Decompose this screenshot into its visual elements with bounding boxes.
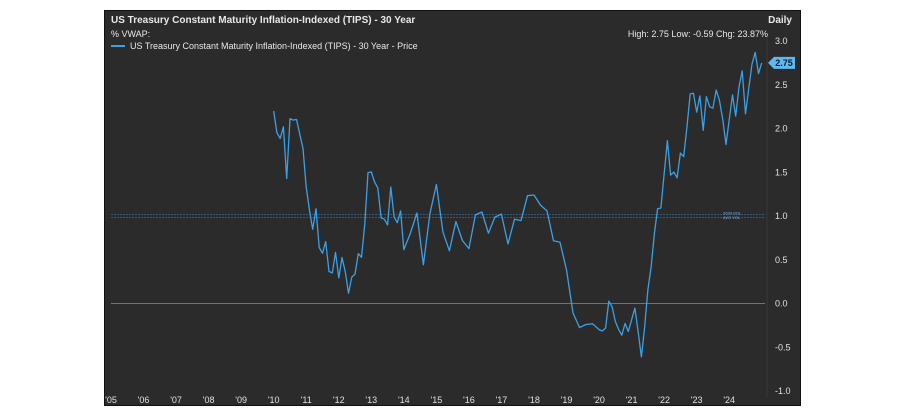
chart-title: US Treasury Constant Maturity Inflation-… bbox=[111, 15, 416, 26]
x-tick-label: '17 bbox=[496, 395, 508, 405]
y-tick-label: 0.5 bbox=[775, 255, 788, 265]
x-tick-label: '06 bbox=[138, 395, 150, 405]
x-tick-label: '18 bbox=[528, 395, 540, 405]
y-tick-label: -0.5 bbox=[775, 342, 791, 352]
x-tick-label: '22 bbox=[658, 395, 670, 405]
legend-label: US Treasury Constant Maturity Inflation-… bbox=[130, 41, 418, 51]
x-tick-label: '09 bbox=[235, 395, 247, 405]
legend-swatch bbox=[111, 45, 125, 47]
x-tick-label: '12 bbox=[333, 395, 345, 405]
y-tick-label: 1.0 bbox=[775, 211, 788, 221]
x-tick-label: '21 bbox=[626, 395, 638, 405]
y-tick-label: -1.0 bbox=[775, 386, 791, 396]
x-tick-label: '11 bbox=[301, 395, 312, 405]
x-tick-label: '07 bbox=[170, 395, 182, 405]
x-tick-label: '19 bbox=[561, 395, 573, 405]
last-value-label: 2.75 bbox=[775, 58, 793, 68]
x-tick-label: '14 bbox=[398, 395, 410, 405]
x-tick-label: '05 bbox=[105, 395, 117, 405]
chart-panel: US Treasury Constant Maturity Inflation-… bbox=[104, 10, 801, 406]
x-tick-label: '16 bbox=[463, 395, 475, 405]
stats-label: High: 2.75 Low: -0.59 Chg: 23.87% bbox=[627, 29, 768, 39]
y-tick-label: 1.5 bbox=[775, 167, 788, 177]
x-tick-label: '08 bbox=[203, 395, 215, 405]
x-tick-label: '15 bbox=[431, 395, 443, 405]
reference-line-label: 2024 VOL bbox=[723, 211, 742, 216]
frequency-label: Daily bbox=[768, 15, 792, 26]
x-tick-label: '20 bbox=[593, 395, 605, 405]
units-label: % VWAP: bbox=[111, 29, 151, 39]
reference-line-label: AVG VOL bbox=[723, 215, 741, 220]
legend: US Treasury Constant Maturity Inflation-… bbox=[111, 41, 418, 51]
y-tick-label: 0.0 bbox=[775, 299, 788, 309]
last-value-badge bbox=[768, 56, 795, 69]
x-tick-label: '10 bbox=[268, 395, 280, 405]
series-line bbox=[273, 51, 763, 358]
x-tick-label: '23 bbox=[691, 395, 703, 405]
x-tick-label: '24 bbox=[723, 395, 735, 405]
y-tick-label: 2.0 bbox=[775, 124, 788, 134]
y-tick-label: 3.0 bbox=[775, 36, 788, 46]
x-tick-label: '13 bbox=[365, 395, 377, 405]
y-tick-label: 2.5 bbox=[775, 80, 788, 90]
